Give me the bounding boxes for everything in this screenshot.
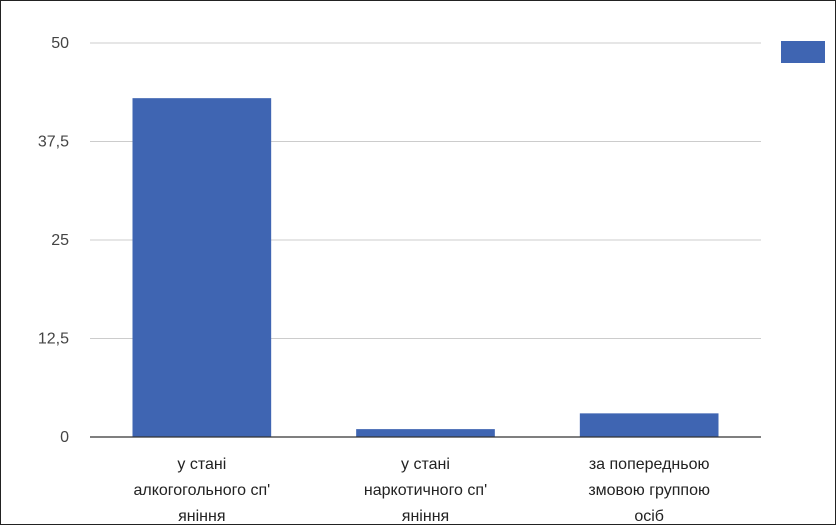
y-tick-label: 25 — [51, 232, 69, 249]
x-tick-label-line: у стані — [401, 456, 450, 473]
x-tick-label: за попередньою змовою группою осіб — [588, 456, 710, 524]
x-tick-label-line: яніння — [402, 508, 449, 524]
x-tick-label-line: за попередньою — [589, 456, 710, 473]
x-tick-label-line: змовою группою — [588, 482, 710, 499]
x-tick-label: у стані алкогогольного сп' яніння — [133, 456, 270, 524]
bar — [356, 429, 495, 437]
bar — [579, 413, 719, 437]
y-tick-label: 50 — [51, 35, 69, 52]
x-tick-label: у стані наркотичного сп' яніння — [364, 456, 487, 524]
y-tick-labels: 0 12,5 25 37,5 50 — [38, 35, 69, 446]
bars — [132, 98, 719, 437]
legend — [781, 41, 825, 63]
legend-swatch — [781, 41, 825, 63]
x-tick-label-line: у стані — [177, 456, 226, 473]
bar — [132, 98, 272, 437]
x-tick-label-line: наркотичного сп' — [364, 482, 487, 499]
x-tick-labels: у стані алкогогольного сп' яніння у стані на… — [133, 456, 710, 524]
y-tick-label: 37,5 — [38, 134, 69, 151]
y-tick-label: 0 — [60, 429, 69, 446]
x-tick-label-line: алкогогольного сп' — [133, 482, 270, 499]
x-tick-label-line: яніння — [178, 508, 225, 524]
x-tick-label-line: осіб — [634, 508, 664, 524]
y-tick-label: 12,5 — [38, 331, 69, 348]
